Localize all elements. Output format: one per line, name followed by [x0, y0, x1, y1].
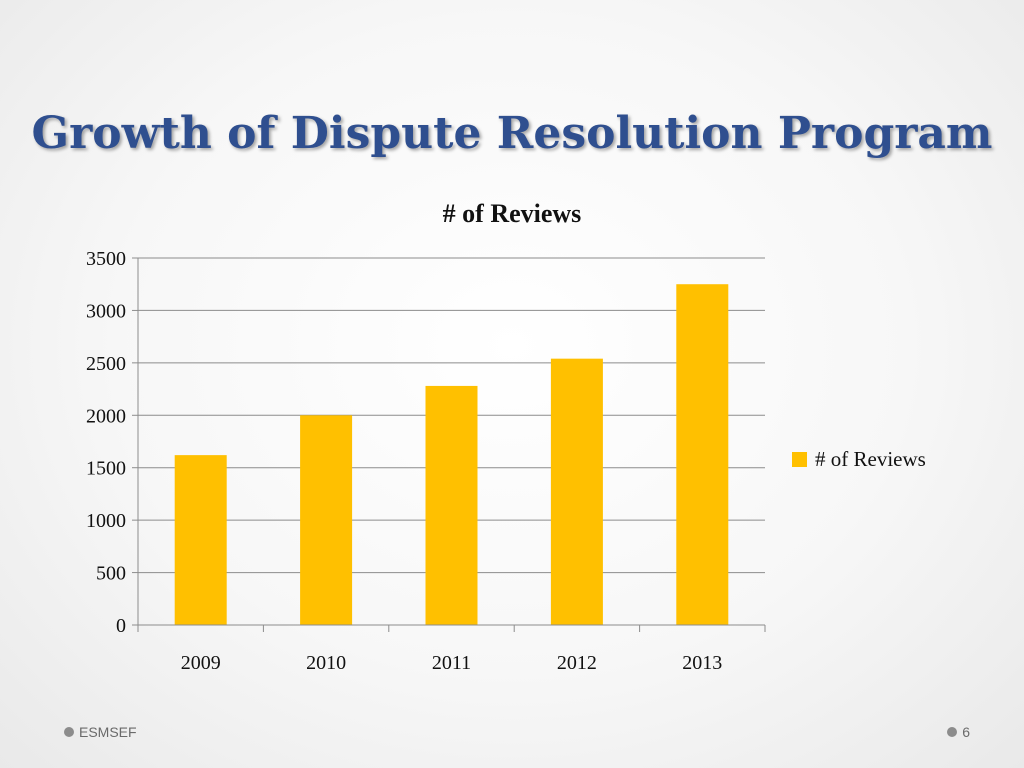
x-tick-label: 2009	[181, 652, 221, 674]
y-tick-label: 3500	[86, 248, 126, 270]
y-tick-label: 2500	[86, 353, 126, 375]
y-tick-label: 3000	[86, 300, 126, 322]
x-tick-label: 2011	[432, 652, 471, 674]
page-number: 6	[962, 724, 970, 740]
x-tick-label: 2013	[682, 652, 722, 674]
legend-swatch	[792, 452, 807, 467]
y-tick-label: 1000	[86, 510, 126, 532]
page-bullet-icon	[947, 727, 958, 737]
y-tick-label: 1500	[86, 458, 126, 480]
slide-title: Growth of Dispute Resolution Program	[31, 108, 993, 159]
chart-title: # of Reviews	[443, 199, 582, 228]
footer-left: ESMSEF	[64, 724, 137, 740]
footer-bullet-icon	[64, 727, 74, 737]
footer-right: 6	[947, 724, 970, 740]
legend-label: # of Reviews	[815, 447, 926, 471]
y-tick-label: 2000	[86, 405, 126, 427]
bar-2011	[425, 385, 478, 625]
bar-2013	[676, 284, 729, 625]
footer-organization: ESMSEF	[79, 724, 137, 740]
bar-2010	[300, 415, 353, 625]
bar-2009	[174, 455, 227, 625]
x-tick-label: 2010	[306, 652, 346, 674]
x-tick-label: 2012	[557, 652, 597, 674]
y-tick-label: 0	[116, 615, 126, 637]
y-tick-label: 500	[96, 563, 126, 585]
bar-2012	[550, 358, 603, 625]
